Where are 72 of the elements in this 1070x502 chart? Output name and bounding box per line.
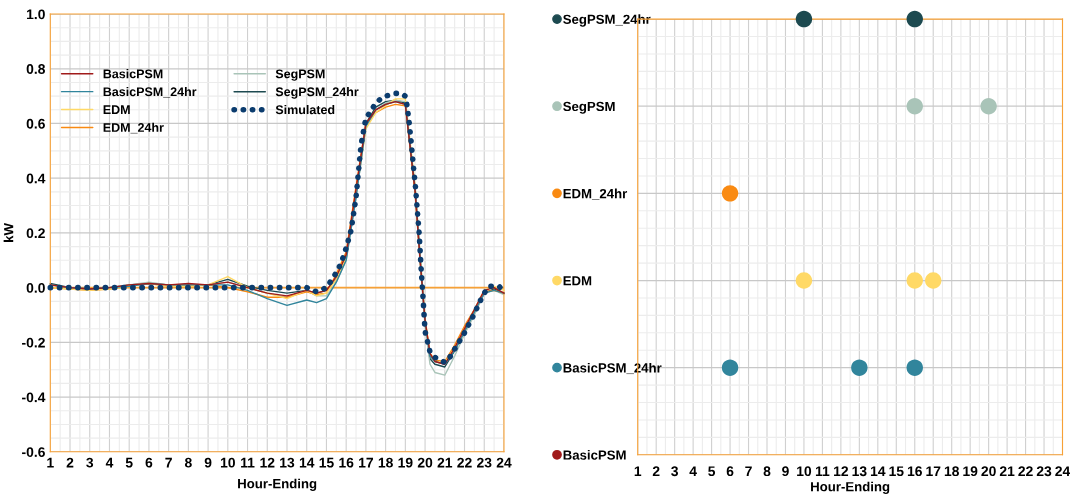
x-tick-label: 12 bbox=[834, 466, 849, 476]
x-tick-label: 10 bbox=[797, 466, 812, 477]
legend-label: SegPSM bbox=[275, 69, 325, 81]
x-tick-label: 5 bbox=[708, 466, 716, 477]
x-tick-label: 13 bbox=[280, 457, 295, 468]
x-tick-label: 16 bbox=[339, 457, 354, 468]
x-tick-label: 17 bbox=[926, 466, 941, 476]
x-tick-label: 11 bbox=[815, 466, 830, 476]
y-tick-label: 0.6 bbox=[26, 118, 45, 129]
x-tick-label: 6 bbox=[145, 457, 153, 468]
x-tick-label: 8 bbox=[763, 466, 771, 477]
x-tick-label: 20 bbox=[417, 457, 433, 468]
y-tick-label: 0.0 bbox=[26, 282, 45, 293]
x-tick-label: 21 bbox=[999, 466, 1015, 476]
x-tick-label: 14 bbox=[299, 457, 315, 468]
x-tick-label: 24 bbox=[1055, 466, 1070, 476]
x-tick-label: 9 bbox=[204, 457, 212, 468]
x-tick-label: 2 bbox=[652, 466, 660, 476]
x-tick-label: 2 bbox=[66, 457, 74, 468]
y-tick-label: EDM_24hr bbox=[563, 188, 628, 200]
x-tick-label: 4 bbox=[689, 466, 697, 476]
x-tick-label: 23 bbox=[477, 457, 492, 468]
x-tick-label: 6 bbox=[726, 466, 734, 477]
x-tick-label: 9 bbox=[782, 466, 789, 477]
y-tick-label: 0.8 bbox=[26, 64, 45, 74]
y-tick-label: BasicPSM bbox=[563, 450, 626, 460]
y-tick-label: -0.4 bbox=[22, 392, 46, 403]
y-tick-label: -0.6 bbox=[22, 447, 45, 457]
y-tick-label: 1.0 bbox=[27, 9, 45, 20]
x-tick-label: 10 bbox=[220, 457, 235, 468]
x-tick-label: 3 bbox=[86, 457, 94, 468]
x-tick-label: 19 bbox=[963, 466, 978, 477]
x-tick-label: 19 bbox=[398, 457, 413, 468]
y-tick-label: SegPSM_24hr bbox=[563, 14, 651, 27]
x-tick-label: 1 bbox=[47, 457, 54, 468]
x-tick-label: 7 bbox=[165, 457, 172, 468]
x-tick-label: 23 bbox=[1036, 466, 1052, 477]
x-tick-label: 16 bbox=[907, 466, 922, 477]
x-tick-label: 14 bbox=[870, 466, 886, 476]
x-tick-label: 7 bbox=[745, 466, 752, 476]
x-tick-label: 18 bbox=[378, 457, 393, 468]
legend-label: EDM bbox=[103, 105, 130, 114]
legend-label: EDM_24hr bbox=[103, 122, 164, 134]
x-tick-label: 20 bbox=[981, 466, 996, 477]
legend-label: SegPSM_24hr bbox=[275, 87, 359, 99]
x-tick-label: 21 bbox=[437, 457, 453, 468]
x-tick-label: 24 bbox=[496, 457, 512, 468]
x-tick-label: 18 bbox=[944, 466, 959, 477]
x-tick-label: 3 bbox=[671, 466, 679, 477]
x-tick-label: 17 bbox=[359, 457, 374, 468]
y-tick-label: EDM bbox=[563, 276, 592, 286]
y-tick-label: 0.4 bbox=[26, 173, 46, 184]
x-tick-label: 5 bbox=[125, 457, 133, 468]
x-axis-title: Hour-Ending bbox=[238, 478, 317, 491]
legend-label: Simulated bbox=[275, 104, 335, 115]
x-axis-title: Hour-Ending bbox=[811, 481, 890, 495]
x-tick-label: 22 bbox=[1018, 466, 1033, 476]
y-tick-label: 0.2 bbox=[26, 228, 45, 239]
x-tick-label: 12 bbox=[260, 457, 275, 468]
x-tick-label: 4 bbox=[105, 457, 114, 468]
y-tick-label: -0.2 bbox=[22, 337, 45, 348]
x-tick-label: 1 bbox=[634, 466, 642, 476]
legend-label: BasicPSM_24hr bbox=[103, 86, 197, 98]
legend-label: BasicPSM bbox=[103, 69, 163, 79]
y-tick-label: SegPSM bbox=[563, 101, 615, 114]
x-tick-label: 11 bbox=[241, 457, 255, 468]
x-tick-label: 8 bbox=[184, 457, 192, 468]
x-tick-label: 13 bbox=[852, 466, 867, 477]
y-axis-title: kW bbox=[3, 223, 14, 242]
x-tick-label: 22 bbox=[457, 457, 472, 468]
x-tick-label: 15 bbox=[889, 466, 904, 477]
x-tick-label: 15 bbox=[319, 457, 334, 468]
